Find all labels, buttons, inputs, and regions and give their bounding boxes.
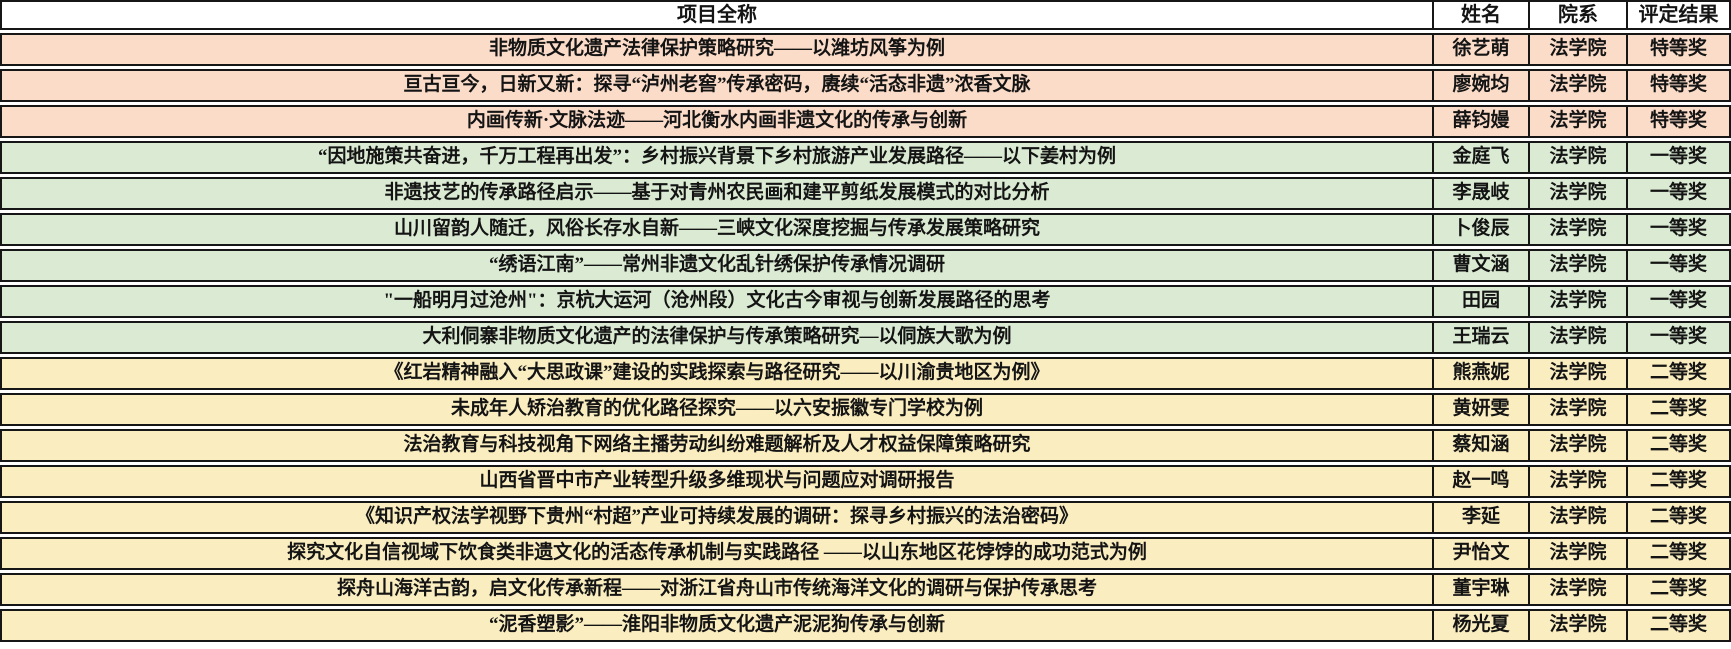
header-name: 姓名	[1433, 0, 1529, 30]
dept-cell: 法学院	[1529, 321, 1627, 354]
header-row: 项目全称 姓名 院系 评定结果	[0, 0, 1731, 30]
header-result: 评定结果	[1627, 0, 1731, 30]
project-cell: 法治教育与科技视角下网络主播劳动纠纷难题解析及人才权益保障策略研究	[0, 429, 1433, 462]
dept-cell: 法学院	[1529, 213, 1627, 246]
result-cell: 二等奖	[1627, 429, 1731, 462]
name-cell: 李晟岐	[1433, 177, 1529, 210]
result-cell: 二等奖	[1627, 501, 1731, 534]
result-cell: 二等奖	[1627, 465, 1731, 498]
table-row: 探究文化自信视域下饮食类非遗文化的活态传承机制与实践路径 ——以山东地区花饽饽的…	[0, 537, 1731, 570]
result-cell: 二等奖	[1627, 573, 1731, 606]
project-cell: 内画传新·文脉法迹——河北衡水内画非遗文化的传承与创新	[0, 105, 1433, 138]
result-cell: 一等奖	[1627, 141, 1731, 174]
project-cell: 《红岩精神融入“大思政课”建设的实践探索与路径研究——以川渝贵地区为例》	[0, 357, 1433, 390]
project-cell: "一船明月过沧州"：京杭大运河（沧州段）文化古今审视与创新发展路径的思考	[0, 285, 1433, 318]
table-row: “绣语江南”——常州非遗文化乱针绣保护传承情况调研 曹文涵 法学院 一等奖	[0, 249, 1731, 282]
table-row: 山川留韵人随迁，风俗长存水自新——三峡文化深度挖掘与传承发展策略研究 卜俊辰 法学院…	[0, 213, 1731, 246]
result-cell: 一等奖	[1627, 249, 1731, 282]
name-cell: 王瑞云	[1433, 321, 1529, 354]
header-project: 项目全称	[0, 0, 1433, 30]
project-cell: 探舟山海洋古韵，启文化传承新程——对浙江省舟山市传统海洋文化的调研与保护传承思考	[0, 573, 1433, 606]
name-cell: 赵一鸣	[1433, 465, 1529, 498]
table-row: 法治教育与科技视角下网络主播劳动纠纷难题解析及人才权益保障策略研究 蔡知涵 法学院二…	[0, 429, 1731, 462]
result-cell: 一等奖	[1627, 177, 1731, 210]
name-cell: 李延	[1433, 501, 1529, 534]
result-cell: 一等奖	[1627, 285, 1731, 318]
dept-cell: 法学院	[1529, 501, 1627, 534]
table-row: 非遗技艺的传承路径启示——基于对青州农民画和建平剪纸发展模式的对比分析 李晟岐 法学…	[0, 177, 1731, 210]
project-cell: 大利侗寨非物质文化遗产的法律保护与传承策略研究—以侗族大歌为例	[0, 321, 1433, 354]
name-cell: 金庭飞	[1433, 141, 1529, 174]
project-cell: 山西省晋中市产业转型升级多维现状与问题应对调研报告	[0, 465, 1433, 498]
name-cell: 熊燕妮	[1433, 357, 1529, 390]
table-row: 内画传新·文脉法迹——河北衡水内画非遗文化的传承与创新 薛钧嫚 法学院 特等奖	[0, 105, 1731, 138]
header-dept: 院系	[1529, 0, 1627, 30]
table-row: 亘古亘今，日新又新：探寻“泸州老窖”传承密码，赓续“活态非遗”浓香文脉 廖婉均 法学…	[0, 69, 1731, 102]
dept-cell: 法学院	[1529, 177, 1627, 210]
project-cell: 非遗技艺的传承路径启示——基于对青州农民画和建平剪纸发展模式的对比分析	[0, 177, 1433, 210]
dept-cell: 法学院	[1529, 573, 1627, 606]
project-cell: 山川留韵人随迁，风俗长存水自新——三峡文化深度挖掘与传承发展策略研究	[0, 213, 1433, 246]
project-cell: 《知识产权法学视野下贵州“村超”产业可持续发展的调研：探寻乡村振兴的法治密码》	[0, 501, 1433, 534]
name-cell: 尹怡文	[1433, 537, 1529, 570]
table-row: 非物质文化遗产法律保护策略研究——以潍坊风筝为例 徐艺萌 法学院 特等奖	[0, 33, 1731, 66]
dept-cell: 法学院	[1529, 357, 1627, 390]
table-row: 《红岩精神融入“大思政课”建设的实践探索与路径研究——以川渝贵地区为例》 熊燕妮法…	[0, 357, 1731, 390]
dept-cell: 法学院	[1529, 33, 1627, 66]
project-cell: 探究文化自信视域下饮食类非遗文化的活态传承机制与实践路径 ——以山东地区花饽饽的…	[0, 537, 1433, 570]
dept-cell: 法学院	[1529, 141, 1627, 174]
dept-cell: 法学院	[1529, 105, 1627, 138]
table-row: "一船明月过沧州"：京杭大运河（沧州段）文化古今审视与创新发展路径的思考 田园 法学…	[0, 285, 1731, 318]
name-cell: 黄妍雯	[1433, 393, 1529, 426]
dept-cell: 法学院	[1529, 393, 1627, 426]
table-row: “因地施策共奋进，千万工程再出发”：乡村振兴背景下乡村旅游产业发展路径——以下姜…	[0, 141, 1731, 174]
dept-cell: 法学院	[1529, 249, 1627, 282]
table-row: 未成年人矫治教育的优化路径探究——以六安振徽专门学校为例 黄妍雯 法学院 二等奖	[0, 393, 1731, 426]
name-cell: 董宇琳	[1433, 573, 1529, 606]
table-row: 山西省晋中市产业转型升级多维现状与问题应对调研报告 赵一鸣 法学院 二等奖	[0, 465, 1731, 498]
table-row: “泥香塑影”——淮阳非物质文化遗产泥泥狗传承与创新 杨光夏 法学院 二等奖	[0, 609, 1731, 642]
name-cell: 田园	[1433, 285, 1529, 318]
result-cell: 特等奖	[1627, 69, 1731, 102]
name-cell: 廖婉均	[1433, 69, 1529, 102]
table-row: 大利侗寨非物质文化遗产的法律保护与传承策略研究—以侗族大歌为例 王瑞云 法学院 一等奖	[0, 321, 1731, 354]
project-cell: 亘古亘今，日新又新：探寻“泸州老窖”传承密码，赓续“活态非遗”浓香文脉	[0, 69, 1433, 102]
dept-cell: 法学院	[1529, 285, 1627, 318]
result-cell: 一等奖	[1627, 213, 1731, 246]
result-cell: 二等奖	[1627, 609, 1731, 642]
dept-cell: 法学院	[1529, 429, 1627, 462]
name-cell: 卜俊辰	[1433, 213, 1529, 246]
result-cell: 特等奖	[1627, 33, 1731, 66]
result-cell: 一等奖	[1627, 321, 1731, 354]
result-cell: 二等奖	[1627, 357, 1731, 390]
project-cell: “泥香塑影”——淮阳非物质文化遗产泥泥狗传承与创新	[0, 609, 1433, 642]
table-row: 《知识产权法学视野下贵州“村超”产业可持续发展的调研：探寻乡村振兴的法治密码》李…	[0, 501, 1731, 534]
name-cell: 杨光夏	[1433, 609, 1529, 642]
name-cell: 徐艺萌	[1433, 33, 1529, 66]
dept-cell: 法学院	[1529, 69, 1627, 102]
name-cell: 曹文涵	[1433, 249, 1529, 282]
dept-cell: 法学院	[1529, 537, 1627, 570]
result-cell: 二等奖	[1627, 537, 1731, 570]
project-cell: “绣语江南”——常州非遗文化乱针绣保护传承情况调研	[0, 249, 1433, 282]
project-cell: 未成年人矫治教育的优化路径探究——以六安振徽专门学校为例	[0, 393, 1433, 426]
result-cell: 二等奖	[1627, 393, 1731, 426]
project-cell: 非物质文化遗产法律保护策略研究——以潍坊风筝为例	[0, 33, 1433, 66]
table-row: 探舟山海洋古韵，启文化传承新程——对浙江省舟山市传统海洋文化的调研与保护传承思考…	[0, 573, 1731, 606]
dept-cell: 法学院	[1529, 609, 1627, 642]
name-cell: 薛钧嫚	[1433, 105, 1529, 138]
dept-cell: 法学院	[1529, 465, 1627, 498]
name-cell: 蔡知涵	[1433, 429, 1529, 462]
result-cell: 特等奖	[1627, 105, 1731, 138]
project-cell: “因地施策共奋进，千万工程再出发”：乡村振兴背景下乡村旅游产业发展路径——以下姜…	[0, 141, 1433, 174]
